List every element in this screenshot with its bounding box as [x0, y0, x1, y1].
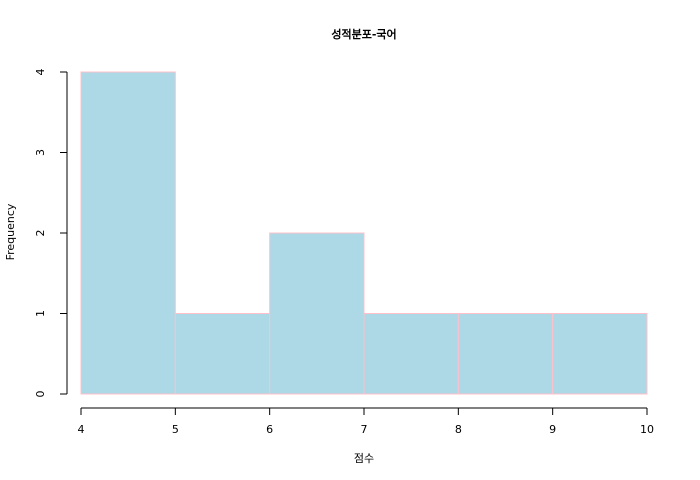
y-tick-label: 1 — [34, 310, 47, 317]
y-tick-label: 4 — [34, 69, 47, 76]
x-tick-label: 4 — [78, 423, 85, 436]
y-axis: 0 1 2 3 4 — [34, 69, 68, 398]
bars-group — [80, 71, 648, 395]
x-tick-label: 6 — [266, 423, 273, 436]
histogram-bar-4 — [363, 313, 459, 395]
histogram-bar-5 — [457, 313, 554, 395]
chart-title: 성적분포-국어 — [331, 27, 396, 41]
x-tick-label: 5 — [172, 423, 179, 436]
x-axis-label: 점수 — [354, 452, 374, 465]
x-axis: 4 5 6 7 8 9 10 — [78, 407, 654, 436]
x-tick-label: 7 — [361, 423, 368, 436]
histogram-bar-1 — [80, 71, 176, 395]
y-axis-label: Frequency — [4, 203, 17, 260]
histogram-bar-2 — [174, 313, 271, 395]
histogram-bar-3 — [269, 232, 365, 395]
histogram-bar-6 — [552, 313, 648, 395]
x-tick-label: 10 — [640, 423, 654, 436]
y-tick-label: 3 — [34, 149, 47, 156]
y-tick-label: 2 — [34, 230, 47, 237]
x-tick-label: 9 — [549, 423, 556, 436]
x-tick-label: 8 — [455, 423, 462, 436]
y-tick-label: 0 — [34, 391, 47, 398]
